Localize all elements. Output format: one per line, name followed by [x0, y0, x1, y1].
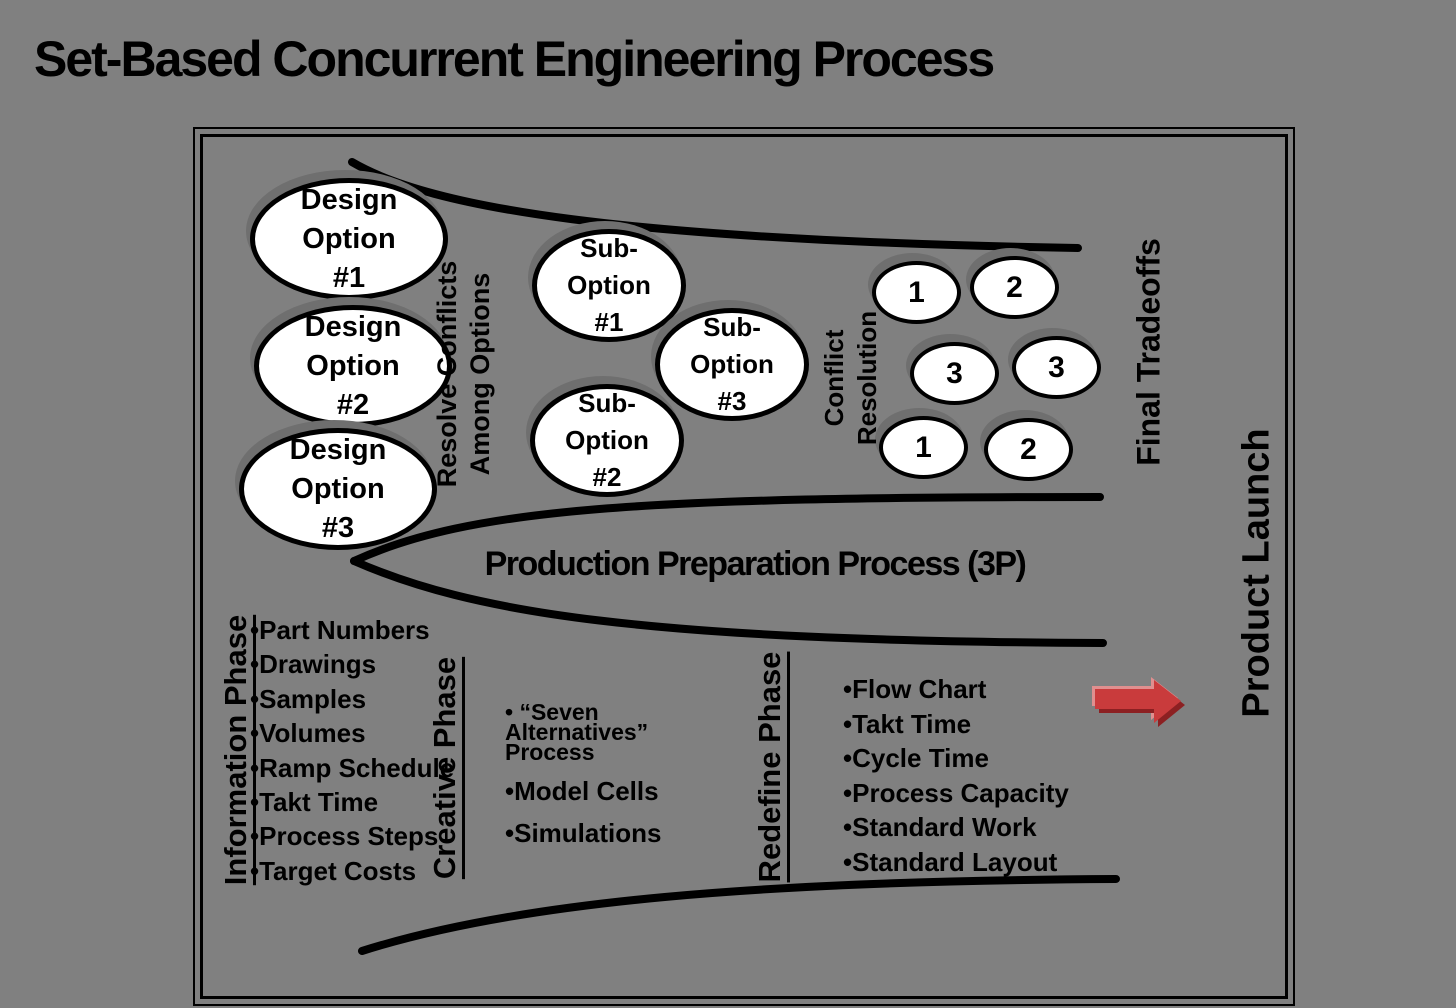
list-item: Flow Chart [843, 672, 1069, 707]
list-item: Samples [250, 682, 454, 716]
ellipse-text-line: #3 [321, 511, 355, 544]
resolution-oval-1: 1 [872, 261, 961, 324]
list-item: Takt Time [843, 707, 1069, 742]
list-item-line: Process [505, 739, 595, 765]
label-line: Among Options [465, 272, 495, 476]
list-item: Ramp Schedule [250, 751, 454, 785]
diagram-frame-inner-border [200, 134, 1288, 999]
ellipse-text-line: Sub- [578, 388, 636, 418]
sub-option-3-ellipse: Sub- Option #3 [655, 308, 809, 421]
ellipse-text-line: Option [291, 472, 385, 505]
list-item-line: Alternatives” [505, 719, 649, 745]
ellipse-text-line: #1 [332, 261, 366, 294]
ellipse-text-line: #3 [717, 386, 747, 416]
bottom-band-curve [358, 875, 1120, 955]
ellipse-text-line: Option [306, 349, 400, 382]
label-line: Resolve Conflicts [432, 260, 462, 488]
design-option-3-ellipse: Design Option #3 [239, 428, 437, 550]
list-item: Standard Layout [843, 845, 1069, 880]
wedge-bottom-curve [350, 557, 1107, 647]
resolution-oval-6: 2 [984, 418, 1073, 481]
page-title: Set-Based Concurrent Engineering Process [34, 31, 995, 87]
ellipse-text-line: Design [300, 183, 398, 216]
list-item: Takt Time [250, 785, 454, 819]
list-item: Cycle Time [843, 741, 1069, 776]
resolution-oval-2: 2 [970, 256, 1059, 319]
ellipse-text-line: Sub- [703, 312, 761, 342]
production-preparation-process-label: Production Preparation Process (3P) [484, 545, 1027, 583]
label-line: Resolution [852, 310, 882, 446]
wedge-top-curve [350, 493, 1104, 565]
list-item: “Seven Alternatives” Process [505, 699, 661, 765]
redefine-phase-list: Flow Chart Takt Time Cycle Time Process … [843, 672, 1069, 880]
list-item: Simulations [505, 820, 661, 846]
ellipse-text-line: #2 [592, 462, 622, 492]
diagram-frame-outer-border [193, 127, 1295, 1006]
creative-phase-list: “Seven Alternatives” Process Model Cells… [505, 699, 661, 847]
sub-option-1-ellipse: Sub- Option #1 [532, 229, 686, 342]
ellipse-text-line: Option [567, 270, 651, 300]
label-line: Conflict [819, 329, 849, 427]
launch-arrow-icon [1092, 677, 1185, 727]
list-item: Process Capacity [843, 776, 1069, 811]
list-item: Drawings [250, 647, 454, 681]
list-item: Volumes [250, 716, 454, 750]
ellipse-text-line: #2 [336, 388, 370, 421]
ellipse-text-line: Design [289, 433, 387, 466]
ellipse-text-line: Option [565, 425, 649, 455]
list-item: Part Numbers [250, 613, 454, 647]
resolution-oval-4: 3 [1012, 336, 1101, 399]
ellipse-text-line: Design [304, 310, 402, 343]
list-item-line: “Seven [519, 699, 599, 725]
information-phase-list: Part Numbers Drawings Samples Volumes Ra… [250, 613, 454, 888]
resolution-oval-3: 3 [910, 342, 999, 405]
list-item: Process Steps [250, 819, 454, 853]
ellipse-text-line: #1 [594, 307, 624, 337]
launch-arrow-body [1095, 680, 1181, 723]
design-option-1-ellipse: Design Option #1 [250, 178, 448, 300]
ellipse-text-line: Sub- [580, 233, 638, 263]
design-option-2-ellipse: Design Option #2 [254, 305, 452, 427]
ellipse-text-line: Option [302, 222, 396, 255]
funnel-top-curve [348, 158, 1082, 252]
sub-option-2-ellipse: Sub- Option #2 [530, 384, 684, 497]
ellipse-text-line: Option [690, 349, 774, 379]
resolution-oval-5: 1 [879, 416, 968, 479]
list-item: Model Cells [505, 778, 661, 804]
list-item: Target Costs [250, 854, 454, 888]
list-item: Standard Work [843, 810, 1069, 845]
